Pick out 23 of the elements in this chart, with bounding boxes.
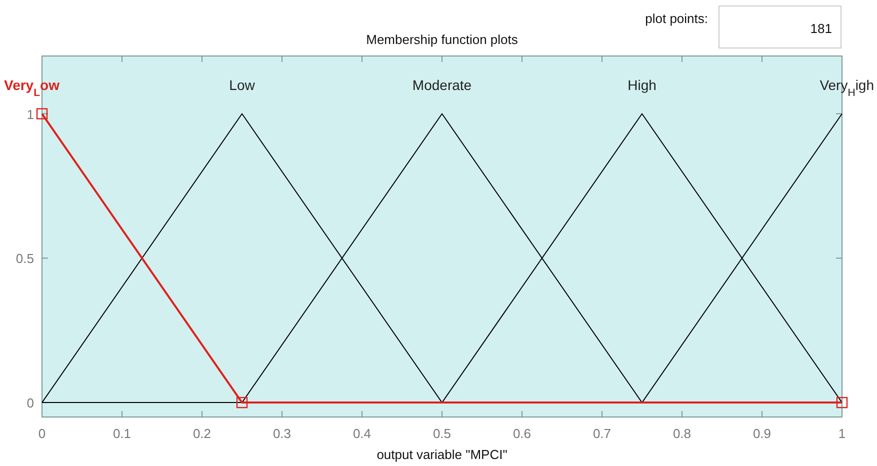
y-tick-label: 0: [26, 396, 34, 411]
x-tick-label: 0.7: [592, 426, 612, 441]
x-axis-title: output variable "MPCI": [376, 447, 508, 462]
x-tick-label: 0.5: [432, 426, 452, 441]
series-label: Very$_{H}$igh: [820, 76, 874, 99]
chart-title: Membership function plots: [366, 32, 518, 47]
x-tick-label: 0.6: [512, 426, 532, 441]
x-tick-label: 0.9: [752, 426, 772, 441]
x-tick-label: 0.2: [192, 426, 212, 441]
text: Moderate: [412, 76, 472, 93]
x-tick-label: 1: [838, 426, 846, 441]
x-tick-label: 0.3: [272, 426, 292, 441]
text: plot points:: [645, 11, 708, 26]
y-tick-label: 1: [26, 106, 34, 122]
series-label: Low: [229, 76, 256, 93]
x-tick-label: 0.8: [672, 426, 692, 441]
text: 181: [810, 21, 832, 36]
x-tick-label: 0: [38, 426, 46, 441]
y-tick-label: 0.5: [16, 251, 34, 266]
series-label: High: [628, 76, 656, 93]
series-label: Very$_{L}$ow: [4, 76, 60, 99]
x-tick-label: 0.4: [352, 426, 372, 441]
x-tick-label: 0.1: [112, 426, 132, 441]
